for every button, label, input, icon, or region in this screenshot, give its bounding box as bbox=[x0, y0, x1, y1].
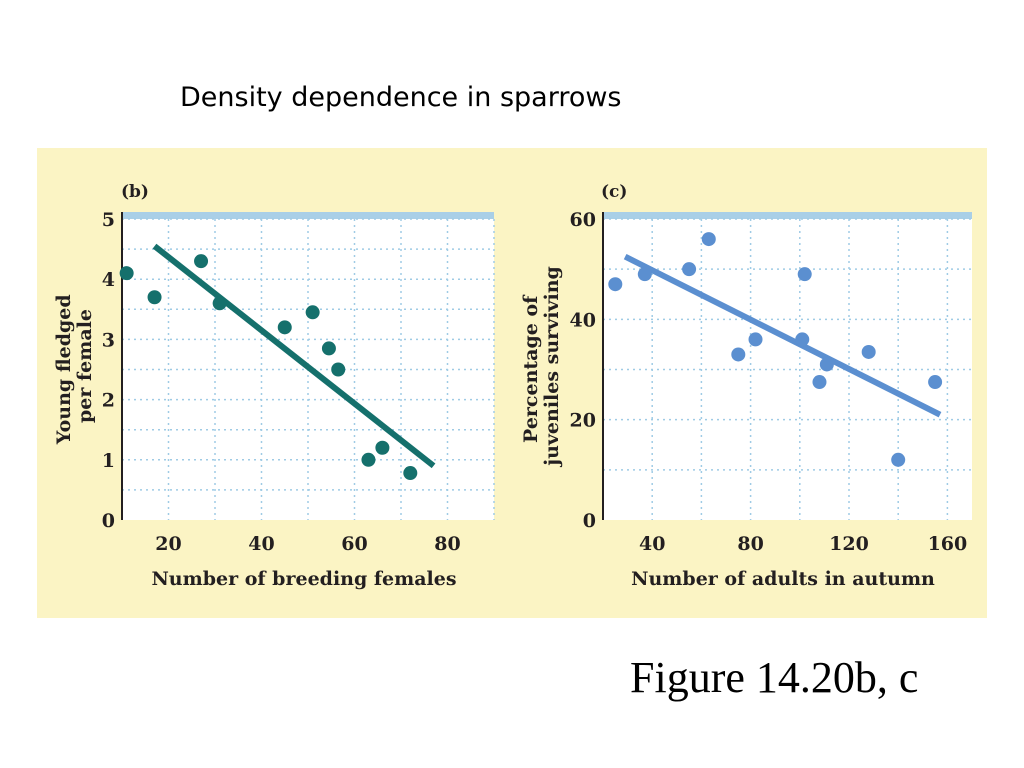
y-tick-label-c: 20 bbox=[570, 410, 596, 432]
y-tick-label-c: 40 bbox=[570, 309, 596, 331]
data-point-c bbox=[812, 375, 827, 390]
y-tick-label-b: 1 bbox=[102, 450, 115, 472]
data-point-b bbox=[375, 440, 390, 455]
x-tick-label-b: 80 bbox=[434, 533, 460, 555]
y-axis-title-b-line1: Young fledged bbox=[53, 294, 75, 445]
data-point-c bbox=[701, 232, 716, 247]
data-point-c bbox=[748, 332, 763, 347]
x-ticks-c: 40 80 120 160 bbox=[639, 533, 967, 555]
panel-c-label: (c) bbox=[601, 182, 627, 202]
data-point-c bbox=[795, 332, 810, 347]
x-tick-label-c: 80 bbox=[737, 533, 763, 555]
x-tick-label-b: 20 bbox=[155, 533, 181, 555]
y-tick-label-b: 4 bbox=[102, 269, 115, 291]
x-ticks-b: 20 40 60 80 bbox=[155, 533, 460, 555]
x-axis-title-c: Number of adults in autumn bbox=[631, 568, 935, 590]
data-point-b bbox=[277, 320, 292, 335]
data-point-b bbox=[305, 305, 320, 320]
x-tick-label-b: 40 bbox=[248, 533, 274, 555]
plot-b-frame-top bbox=[122, 212, 494, 219]
y-tick-label-b: 0 bbox=[102, 510, 115, 532]
slide-title: Density dependence in sparrows bbox=[180, 82, 622, 113]
y-ticks-b: 0 1 2 3 4 5 bbox=[102, 209, 115, 532]
data-point-b bbox=[321, 341, 336, 356]
points-c bbox=[608, 232, 943, 467]
panel-b-label: (b) bbox=[121, 182, 149, 202]
data-point-b bbox=[194, 254, 209, 269]
data-point-c bbox=[891, 452, 906, 467]
data-point-c bbox=[797, 267, 812, 282]
y-tick-label-c: 60 bbox=[570, 209, 596, 231]
data-point-c bbox=[608, 277, 623, 292]
x-axis-title-b: Number of breeding females bbox=[151, 568, 456, 590]
y-axis-title-c: Percentage of juveniles surviving bbox=[520, 266, 563, 468]
data-point-b bbox=[361, 452, 376, 467]
data-point-b bbox=[331, 362, 346, 377]
y-tick-label-b: 3 bbox=[102, 329, 115, 351]
points-b bbox=[119, 254, 418, 481]
y-axis-title-c-line1: Percentage of bbox=[520, 294, 542, 443]
y-tick-label-c: 0 bbox=[583, 510, 596, 532]
data-point-b bbox=[403, 466, 418, 481]
data-point-c bbox=[731, 347, 746, 362]
x-tick-label-c: 120 bbox=[829, 533, 869, 555]
data-point-b bbox=[147, 290, 162, 305]
x-tick-label-b: 60 bbox=[341, 533, 367, 555]
trendline-b bbox=[152, 243, 436, 469]
trendline-c bbox=[623, 253, 942, 418]
y-tick-label-b: 5 bbox=[102, 209, 115, 231]
y-axis-title-b-line2: per female bbox=[74, 309, 96, 423]
plot-c-frame-top bbox=[603, 212, 972, 219]
data-point-b bbox=[212, 296, 227, 311]
x-tick-label-c: 160 bbox=[928, 533, 968, 555]
y-tick-label-b: 2 bbox=[102, 390, 115, 412]
figure-caption: Figure 14.20b, c bbox=[630, 653, 919, 702]
x-tick-label-c: 40 bbox=[639, 533, 665, 555]
y-axis-title-b: Young fledged per female bbox=[53, 288, 96, 446]
data-point-c bbox=[928, 375, 943, 390]
data-point-c bbox=[682, 262, 697, 277]
data-point-c bbox=[861, 344, 876, 359]
data-point-c bbox=[819, 357, 834, 372]
y-ticks-c: 0 20 40 60 bbox=[570, 209, 596, 532]
data-point-b bbox=[119, 266, 134, 281]
chart-panel-c: (c) 0 20 40 60 40 80 120 160 Number of adults … bbox=[520, 182, 972, 590]
chart-panel-b: (b) 0 1 2 3 4 5 20 40 60 80 Number of breeding f… bbox=[53, 182, 495, 590]
y-axis-title-c-line2: juveniles surviving bbox=[541, 266, 563, 468]
data-point-c bbox=[637, 267, 652, 282]
